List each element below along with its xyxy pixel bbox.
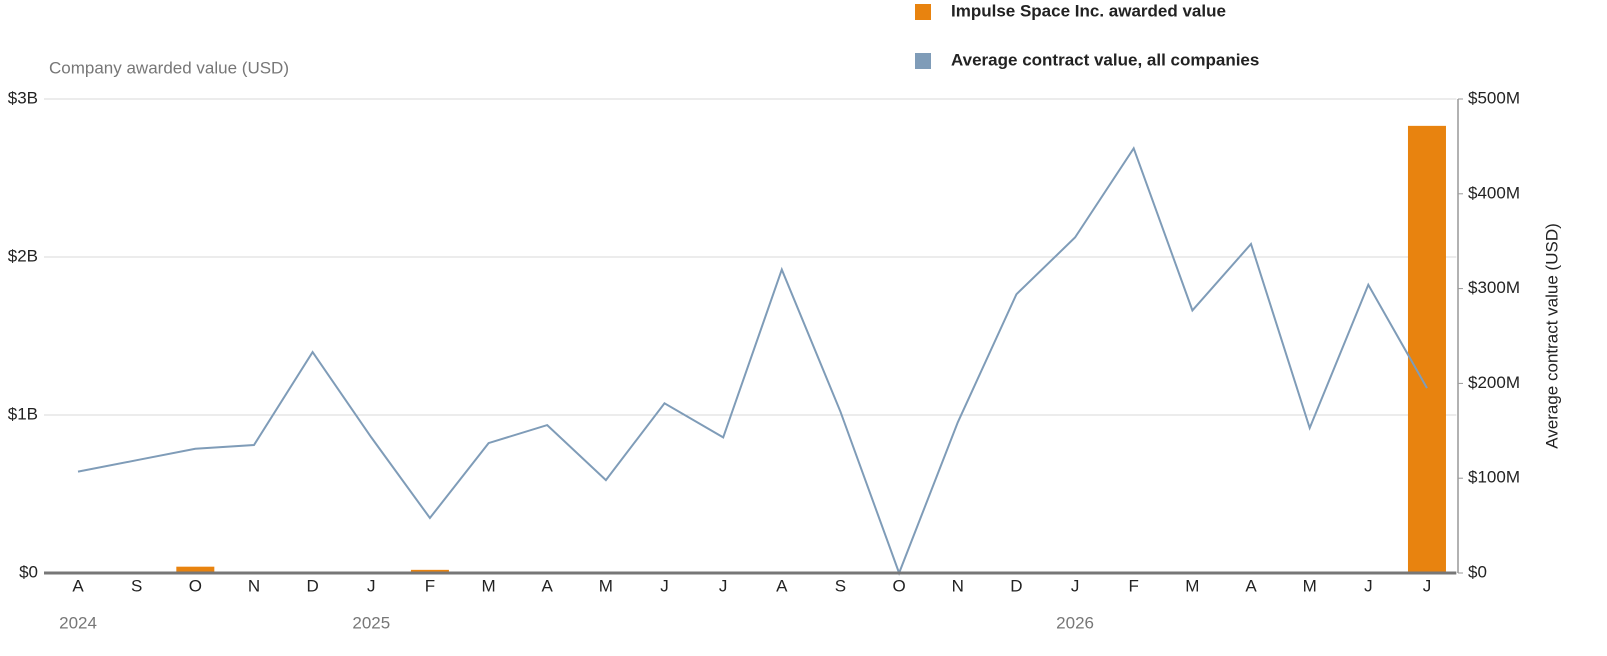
x-tick-label: N [248,576,260,595]
x-tick-label: F [1129,576,1139,595]
x-tick-label: A [1245,576,1257,595]
x-tick-label: F [425,576,435,595]
y2-tick-label: $100M [1468,468,1520,487]
x-tick-label: O [189,576,202,595]
y2-tick-label: $300M [1468,278,1520,297]
x-tick-label: M [1303,576,1317,595]
y-tick-label: $0 [19,562,38,581]
x-tick-label: J [1071,576,1080,595]
year-label: 2026 [1056,613,1094,632]
x-tick-label: A [776,576,788,595]
bar [176,566,215,573]
y-tick-label: $3B [8,88,38,107]
x-tick-label: M [481,576,495,595]
legend-swatch [915,4,931,20]
y-axis-label: Company awarded value (USD) [49,58,289,77]
y2-axis-label: Average contract value (USD) [1542,223,1561,449]
x-tick-label: A [72,576,84,595]
y-tick-label: $1B [8,404,38,423]
x-tick-label: S [131,576,142,595]
legend: Impulse Space Inc. awarded value Average … [915,1,1259,69]
x-tick-label: J [367,576,376,595]
bar [1407,125,1446,574]
y2-tick-label: $500M [1468,88,1520,107]
x-tick-label: S [835,576,846,595]
y2-tick-label: $400M [1468,183,1520,202]
legend-swatch [915,53,931,69]
y2-tick-label: $200M [1468,373,1520,392]
line [77,146,1428,576]
x-tick-label: J [719,576,728,595]
x-tick-label: A [542,576,554,595]
x-tick-label: D [306,576,318,595]
legend-label: Impulse Space Inc. awarded value [951,1,1226,20]
x-tick-label: D [1010,576,1022,595]
x-tick-label: M [599,576,613,595]
x-tick-label: J [1364,576,1373,595]
x-tick-label: M [1185,576,1199,595]
legend-label: Average contract value, all companies [951,50,1259,69]
x-tick-label: O [893,576,906,595]
bar [410,569,449,573]
x-tick-label: J [660,576,669,595]
x-tick-label: N [952,576,964,595]
x-tick-label: J [1423,576,1432,595]
y-tick-label: $2B [8,246,38,265]
y2-tick-label: $0 [1468,562,1487,581]
year-label: 2024 [59,613,97,632]
year-label: 2025 [352,613,390,632]
